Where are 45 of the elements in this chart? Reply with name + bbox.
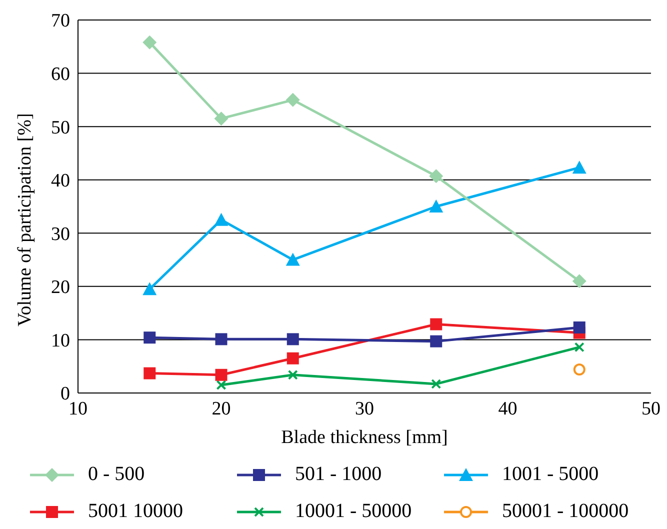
legend-label: 501 - 1000	[295, 463, 382, 486]
point	[286, 352, 299, 364]
point	[286, 92, 300, 107]
y-axis-title: Volume of participation [%]	[14, 113, 36, 326]
legend-label: 10001 - 50000	[295, 500, 412, 523]
x-tick-label: 50	[642, 398, 660, 420]
legend-label: 5001 10000	[88, 500, 183, 523]
legend-label: 1001 - 5000	[502, 463, 599, 486]
y-tick-label: 0	[60, 384, 70, 405]
y-tick-label: 60	[51, 64, 70, 86]
point	[142, 35, 157, 50]
y-tick-label: 40	[51, 170, 70, 192]
point	[429, 200, 444, 212]
point	[431, 378, 442, 389]
x-tick-label: 30	[355, 398, 374, 420]
point	[215, 368, 228, 381]
y-tick-label: 50	[51, 117, 70, 138]
x-tick-label: 40	[498, 398, 518, 420]
point	[572, 160, 586, 174]
point	[214, 212, 228, 226]
point	[574, 342, 584, 352]
point	[430, 335, 442, 348]
x-tick-label: 10	[68, 398, 88, 420]
point	[286, 333, 299, 346]
y-tick-label: 10	[51, 330, 70, 352]
y-tick-label: 20	[51, 277, 70, 298]
point	[214, 112, 228, 126]
point	[215, 333, 228, 346]
point	[144, 332, 156, 344]
point	[429, 169, 444, 184]
y-tick-label: 30	[51, 224, 70, 245]
point	[216, 380, 226, 390]
point	[430, 318, 442, 330]
point	[573, 321, 586, 334]
point	[573, 364, 586, 376]
point	[572, 274, 586, 288]
x-tick-label: 20	[212, 398, 231, 420]
point	[142, 282, 157, 296]
point	[288, 370, 298, 380]
y-tick-label: 70	[51, 10, 70, 32]
x-axis-title: Blade thickness [mm]	[281, 427, 448, 448]
legend-label: 0 - 500	[88, 463, 145, 486]
point	[144, 367, 156, 380]
point	[286, 252, 300, 266]
legend-label: 50001 - 100000	[502, 500, 629, 523]
